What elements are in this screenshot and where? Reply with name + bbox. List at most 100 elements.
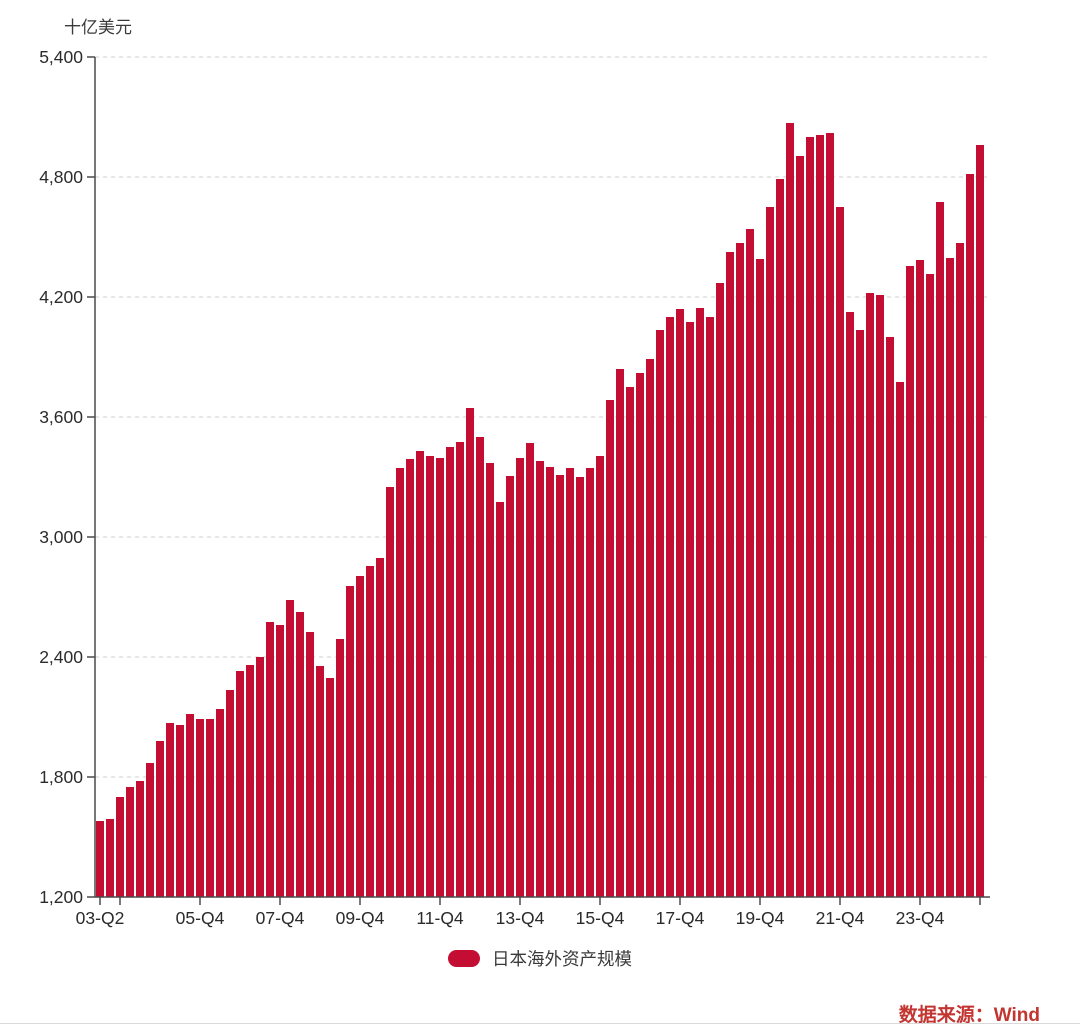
bar — [756, 259, 764, 897]
bar — [436, 458, 444, 897]
bar — [696, 308, 704, 897]
bar — [726, 252, 734, 897]
bar — [656, 330, 664, 897]
bar — [816, 135, 824, 897]
x-axis-tick-label: 23-Q4 — [896, 908, 945, 928]
bar — [546, 467, 554, 897]
x-axis-tick-label: 07-Q4 — [256, 908, 305, 928]
y-axis-tick-label: 3,000 — [39, 527, 83, 547]
bar — [366, 566, 374, 897]
bar — [246, 665, 254, 897]
bar — [536, 461, 544, 897]
bar — [616, 369, 624, 897]
bar — [136, 781, 144, 897]
bar — [606, 400, 614, 897]
x-axis-tick-label: 11-Q4 — [416, 908, 464, 928]
bar — [956, 243, 964, 897]
bar — [876, 295, 884, 897]
bar — [476, 437, 484, 897]
bar — [676, 309, 684, 897]
y-axis-unit-label: 十亿美元 — [64, 18, 132, 37]
bar — [516, 458, 524, 897]
bar — [846, 312, 854, 897]
bar — [946, 258, 954, 897]
y-axis-tick-label: 2,400 — [39, 647, 83, 667]
bar — [166, 723, 174, 897]
bar — [866, 293, 874, 897]
bar — [156, 741, 164, 897]
bar — [666, 317, 674, 897]
bar — [646, 359, 654, 897]
bar — [456, 442, 464, 897]
bar — [976, 145, 984, 897]
bar — [296, 612, 304, 897]
bar — [176, 725, 184, 897]
legend-swatch — [448, 950, 480, 967]
bar — [916, 260, 924, 897]
bar — [226, 690, 234, 897]
y-axis-tick-label: 5,400 — [39, 47, 83, 67]
bar — [256, 657, 264, 897]
bar — [896, 382, 904, 897]
bar — [356, 576, 364, 897]
bar — [126, 787, 134, 897]
bar — [556, 475, 564, 897]
bar — [426, 456, 434, 897]
y-axis-tick-label: 3,600 — [39, 407, 83, 427]
x-axis-tick-label: 19-Q4 — [736, 908, 785, 928]
bar — [906, 266, 914, 897]
bar — [236, 671, 244, 897]
bar — [506, 476, 514, 897]
bar — [406, 459, 414, 897]
bar — [626, 387, 634, 897]
bar — [966, 174, 974, 897]
bar — [716, 283, 724, 897]
bar — [116, 797, 124, 897]
x-axis-tick-label: 17-Q4 — [656, 908, 705, 928]
x-axis-tick-label: 03-Q2 — [76, 908, 125, 928]
y-axis-tick-label: 1,200 — [39, 887, 83, 907]
bar — [736, 243, 744, 897]
bar-chart: 十亿美元 1,200 1,800 2,400 3,000 3,600 4,200 4,800 5… — [39, 18, 990, 928]
bar — [346, 586, 354, 897]
bar — [526, 443, 534, 897]
bar — [776, 179, 784, 897]
bar — [216, 709, 224, 897]
bar — [886, 337, 894, 897]
bar — [836, 207, 844, 897]
bar — [106, 819, 114, 897]
bar — [276, 625, 284, 897]
bar — [936, 202, 944, 897]
bar — [806, 137, 814, 897]
x-axis-tick-label: 09-Q4 — [336, 908, 385, 928]
bar — [786, 123, 794, 897]
bar — [586, 468, 594, 897]
bar — [396, 468, 404, 897]
x-axis-tick-label: 21-Q4 — [816, 908, 865, 928]
bar — [206, 719, 214, 897]
bar — [856, 330, 864, 897]
bar — [446, 447, 454, 897]
data-source-note: 数据来源：Wind — [898, 1005, 1040, 1026]
bar — [316, 666, 324, 897]
bar — [96, 821, 104, 897]
bar — [146, 763, 154, 897]
bar — [596, 456, 604, 897]
bar — [416, 451, 424, 897]
bar — [746, 229, 754, 897]
bar — [486, 463, 494, 897]
x-axis-tick-label: 05-Q4 — [176, 908, 225, 928]
bar — [926, 274, 934, 897]
bar — [336, 639, 344, 897]
bar — [266, 622, 274, 897]
bar — [796, 156, 804, 897]
bar — [576, 477, 584, 897]
bar — [466, 408, 474, 897]
bar — [386, 487, 394, 897]
bar — [286, 600, 294, 897]
x-axis-tick-label: 15-Q4 — [576, 908, 625, 928]
bar — [196, 719, 204, 897]
y-axis-tick-label: 1,800 — [39, 767, 83, 787]
bar — [186, 714, 194, 897]
x-axis-tick-label: 13-Q4 — [496, 908, 545, 928]
